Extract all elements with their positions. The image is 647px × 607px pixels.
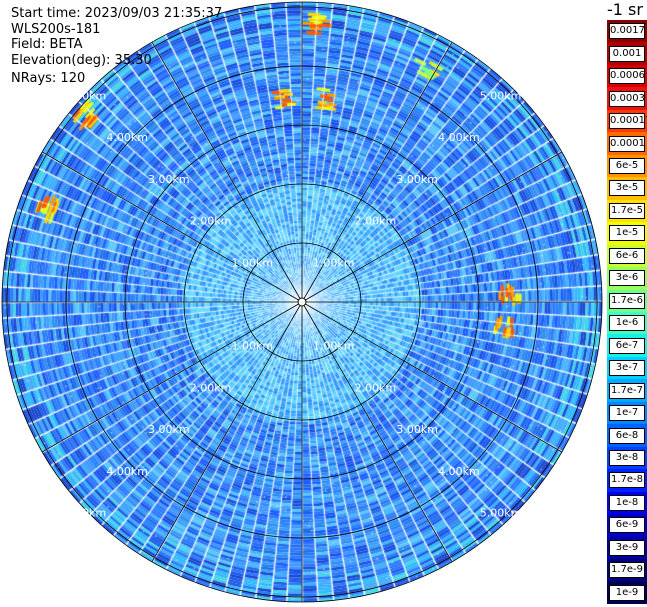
ring-label: 1.00km xyxy=(231,256,273,269)
azimuth-spoke xyxy=(151,301,303,563)
colorbar-tick-label: 1e-9 xyxy=(609,584,645,601)
ring-label: 2.00km xyxy=(190,381,232,394)
colorbar-tick-label: 3e-6 xyxy=(609,270,645,287)
colorbar-unit-title: -1 sr xyxy=(607,0,643,19)
ring-label: 5.00km xyxy=(65,89,107,102)
colorbar-tick-label: 3e-7 xyxy=(609,360,645,377)
colorbar-tick-label: 3e-8 xyxy=(609,450,645,466)
colorbar-tick-label: 0.001 xyxy=(609,45,645,62)
ring-label: 4.00km xyxy=(106,465,148,478)
colorbar-tick-label: 6e-7 xyxy=(609,337,645,354)
ring-label: 5.00km xyxy=(480,89,522,102)
ring-label: 1.00km xyxy=(231,340,273,353)
colorbar-tick-label: 1.7e-6 xyxy=(609,292,645,309)
ring-label: 4.00km xyxy=(106,131,148,144)
nrays-label: NRays: 120 xyxy=(11,71,86,86)
colorbar-tick-label: 6e-8 xyxy=(609,427,645,444)
ring-label: 3.00km xyxy=(148,423,190,436)
colorbar-tick-label: 1e-7 xyxy=(609,405,645,422)
ring-label: 3.00km xyxy=(148,173,190,186)
ring-label: 4.00km xyxy=(438,131,480,144)
colorbar-tick-label: 0.0003 xyxy=(609,90,645,107)
colorbar-tick-label: 6e-9 xyxy=(609,517,645,534)
azimuth-spoke xyxy=(301,151,563,303)
ring-label: 1.00km xyxy=(313,340,355,353)
colorbar-tick-label: 3e-5 xyxy=(609,180,645,197)
ring-label: 2.00km xyxy=(355,381,397,394)
ring-label: 3.00km xyxy=(396,173,438,186)
colorbar-tick-label: 3e-9 xyxy=(609,539,645,556)
azimuth-spoke xyxy=(301,301,453,563)
colorbar-tick-label: 0.0001 xyxy=(609,135,645,152)
radar-center-marker xyxy=(297,297,307,307)
colorbar-tick-label: 0.00017 xyxy=(609,113,647,130)
instrument-label: WLS200s-181 xyxy=(11,22,101,37)
azimuth-spoke xyxy=(41,301,303,453)
field-label: Field: BETA xyxy=(11,37,83,52)
colorbar-tick-label: 6e-6 xyxy=(609,247,645,264)
ring-label: 3.00km xyxy=(396,423,438,436)
colorbar-tick-label: 1.7e-5 xyxy=(609,202,645,219)
ring-label: 2.00km xyxy=(190,215,232,228)
colorbar-tick-label: 1.7e-9 xyxy=(609,562,645,579)
ring-label: 2.00km xyxy=(355,215,397,228)
colorbar-tick-label: 1e-8 xyxy=(609,494,645,511)
ring-label: 5.00km xyxy=(65,507,107,520)
ring-label: 5.00km xyxy=(480,507,522,520)
colorbar-tick-label: 0.0017 xyxy=(609,23,645,40)
colorbar-tick-label: 6e-5 xyxy=(609,158,645,174)
elevation-label: Elevation(deg): 35.30 xyxy=(11,53,152,68)
colorbar-tick-label: 1.7e-7 xyxy=(609,382,645,399)
colorbar-tick-label: 1e-5 xyxy=(609,225,645,242)
azimuth-spoke xyxy=(41,151,303,303)
ring-label: 1.00km xyxy=(313,256,355,269)
colorbar-tick-label: 1e-6 xyxy=(609,315,645,332)
azimuth-spoke xyxy=(301,301,563,453)
azimuth-spoke xyxy=(301,41,453,303)
azimuth-spoke xyxy=(151,41,303,303)
ring-label: 4.00km xyxy=(438,465,480,478)
colorbar-tick-label: 0.0006 xyxy=(609,68,645,85)
start-time-label: Start time: 2023/09/03 21:35:37 xyxy=(11,6,223,21)
colorbar-tick-label: 1.7e-8 xyxy=(609,472,645,489)
